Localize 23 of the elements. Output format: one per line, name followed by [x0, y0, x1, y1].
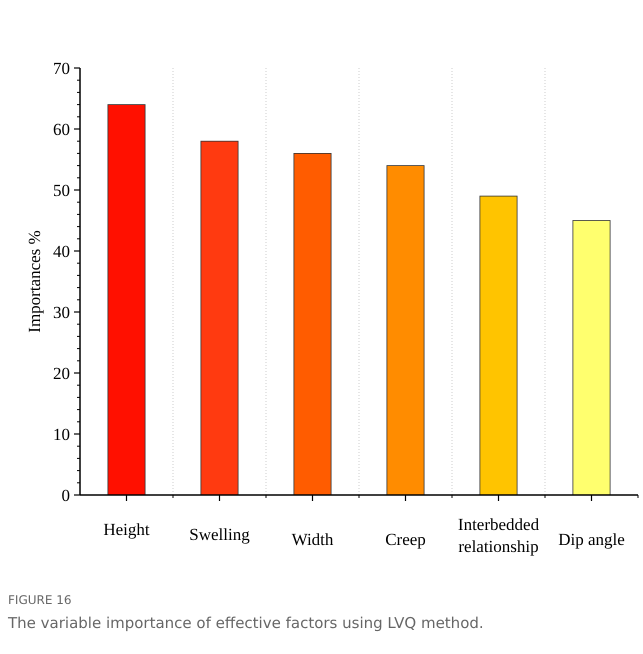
text: The variable importance of effective factors using LVQ method. [7, 614, 484, 632]
y-tick-label: 70 [53, 58, 70, 78]
y-axis-title: Importances % [25, 230, 44, 333]
y-tick-label: 10 [53, 424, 70, 444]
x-tick-label: Height [103, 520, 150, 539]
x-tick-label: Creep [385, 530, 426, 549]
bar [294, 153, 332, 496]
y-tick-label: 40 [53, 242, 70, 261]
bar [386, 165, 424, 496]
y-tick-label: 0 [62, 486, 70, 505]
x-tick-label: Width [292, 530, 334, 549]
x-tick-label: Swelling [189, 525, 250, 544]
y-tick-label: 50 [53, 180, 70, 200]
y-tick-label: 60 [53, 120, 70, 139]
y-tick-label: 30 [53, 302, 70, 322]
bar [200, 140, 238, 496]
x-tick-label: Dip angle [558, 530, 625, 549]
bar [572, 220, 610, 496]
caption: FIGURE 16 [8, 593, 72, 607]
bar [108, 104, 146, 496]
x-tick-label: Interbedded relationship [458, 515, 540, 556]
bar [480, 196, 518, 496]
y-tick-label: 20 [53, 364, 70, 383]
